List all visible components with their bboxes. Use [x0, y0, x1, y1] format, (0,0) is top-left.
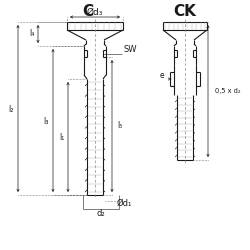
Text: l₄: l₄	[29, 30, 34, 38]
Text: 0,5 x d₂: 0,5 x d₂	[215, 88, 240, 94]
Text: l₅: l₅	[117, 122, 122, 130]
Text: d₂: d₂	[97, 210, 105, 218]
Text: l₂: l₂	[8, 104, 14, 114]
Text: l₁: l₁	[59, 132, 64, 141]
Text: Ød₁: Ød₁	[117, 198, 132, 207]
Text: CK: CK	[174, 4, 197, 20]
Text: l₃: l₃	[44, 116, 49, 126]
Text: SW: SW	[123, 44, 136, 54]
Text: C: C	[82, 4, 94, 20]
Text: e: e	[160, 72, 164, 80]
Text: Ød₃: Ød₃	[87, 8, 103, 16]
